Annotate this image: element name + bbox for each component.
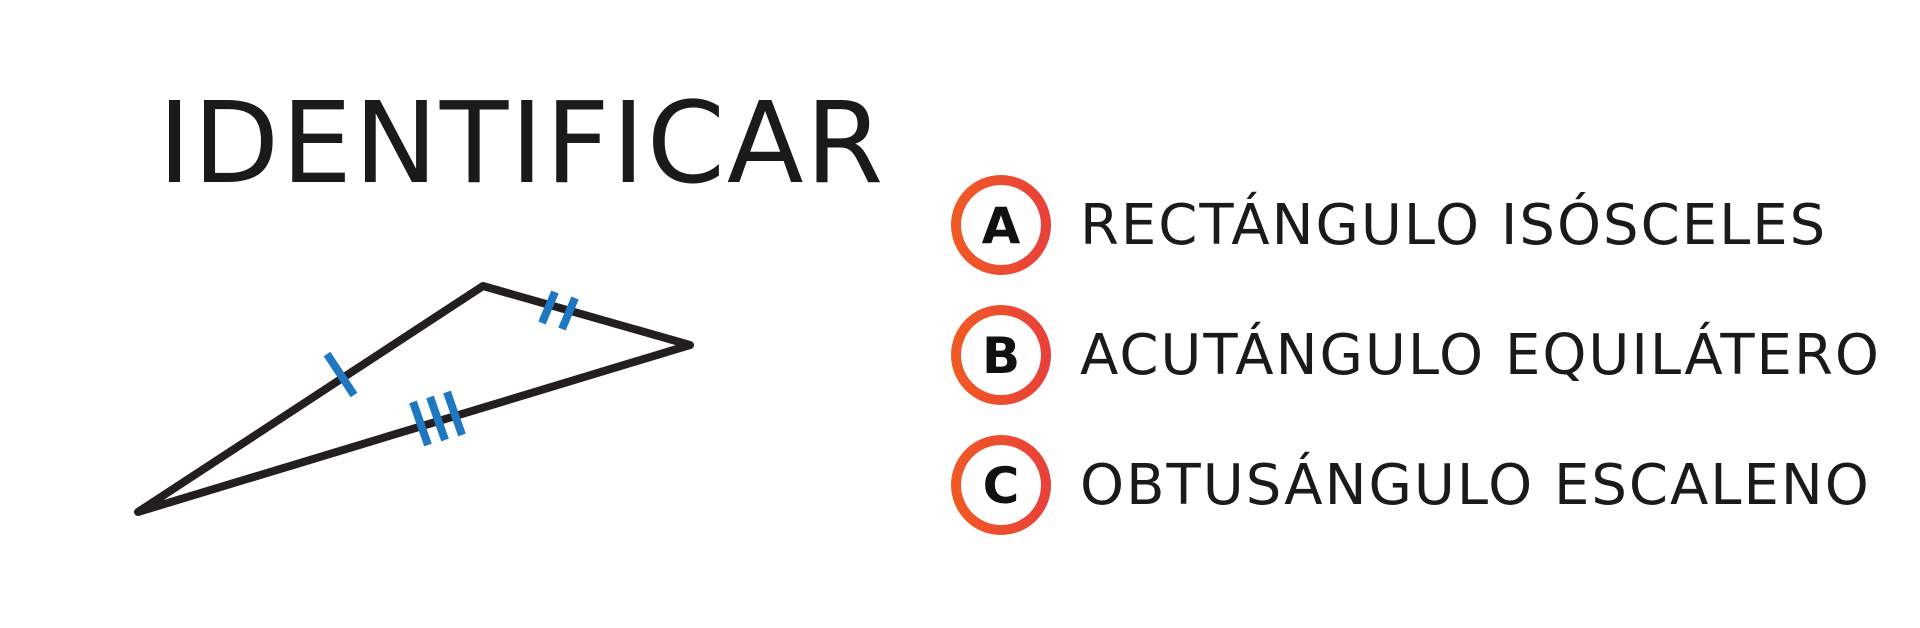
- option-a[interactable]: A RECTÁNGULO ISÓSCELES: [950, 170, 1910, 280]
- option-a-badge: A: [951, 175, 1051, 275]
- double-tick-mark: [538, 290, 579, 331]
- option-c[interactable]: C OBTUSÁNGULO ESCALENO: [950, 430, 1910, 540]
- option-b-label: ACUTÁNGULO EQUILÁTERO: [1080, 322, 1881, 388]
- option-a-label: RECTÁNGULO ISÓSCELES: [1080, 192, 1828, 258]
- option-b-badge: B: [951, 305, 1051, 405]
- triple-tick-mark: [409, 390, 466, 447]
- option-b[interactable]: B ACUTÁNGULO EQUILÁTERO: [950, 300, 1910, 410]
- option-b-letter: B: [982, 327, 1020, 385]
- triangle-outline: [134, 282, 694, 516]
- option-c-badge: C: [951, 435, 1051, 535]
- option-c-letter: C: [983, 457, 1020, 515]
- triangle-figure: [134, 282, 694, 516]
- option-c-label: OBTUSÁNGULO ESCALENO: [1080, 452, 1871, 518]
- single-tick-mark: [323, 351, 358, 398]
- option-a-letter: A: [982, 197, 1021, 255]
- page-title: IDENTIFICAR: [158, 79, 886, 209]
